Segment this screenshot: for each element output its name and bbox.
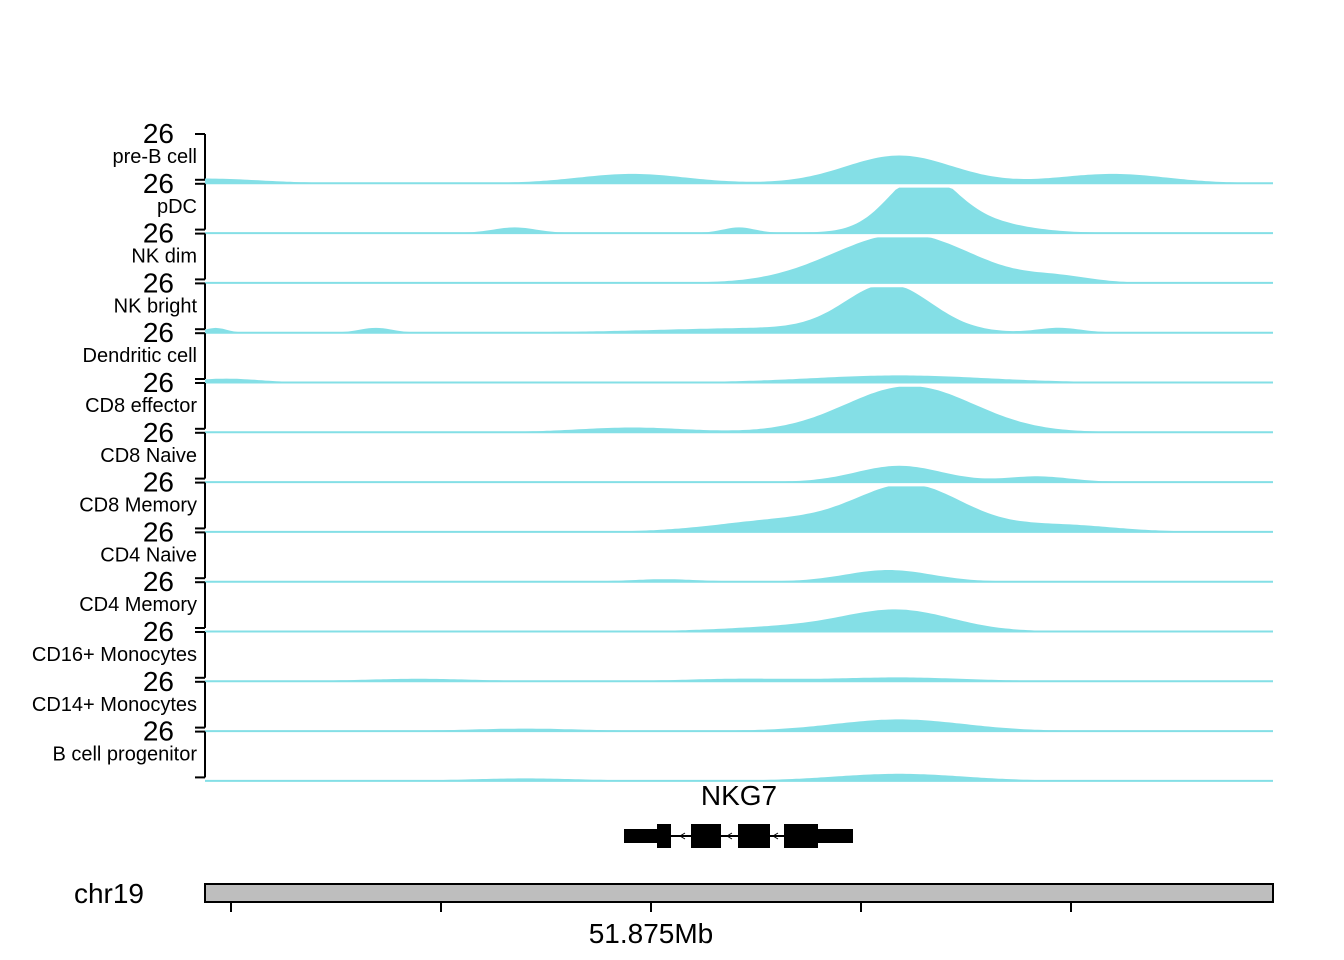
track-name-label: NK bright (114, 295, 198, 317)
gene-annotation: NKG7 (624, 780, 853, 848)
track-max-label: 26 (143, 367, 174, 398)
track-max-label: 26 (143, 666, 174, 697)
coverage-area (205, 465, 1273, 483)
chromosome-bar (204, 883, 1274, 903)
gene-exon (784, 824, 818, 848)
track-name-label: pre-B cell (113, 146, 197, 168)
gene-model (624, 824, 853, 848)
track-name-label: CD8 effector (85, 395, 197, 417)
coverage-area (205, 237, 1273, 284)
track-name-label: CD4 Naive (100, 544, 197, 566)
gene-label: NKG7 (701, 780, 777, 811)
track-name-label: CD4 Memory (79, 594, 197, 616)
track-max-label: 26 (143, 417, 174, 448)
chromosome-label: chr19 (74, 878, 144, 909)
coverage-area (205, 773, 1273, 782)
track-name-label: CD8 Naive (100, 445, 197, 467)
track-name-label: B cell progenitor (52, 744, 197, 766)
track-max-label: 26 (143, 218, 174, 249)
track-b-cell-progenitor: 26B cell progenitor (52, 716, 1273, 782)
coverage-area (205, 719, 1273, 732)
x-axis-ticks (230, 902, 1072, 912)
coverage-area (205, 187, 1273, 234)
coverage-area (205, 375, 1273, 383)
strand-arrow (772, 832, 779, 840)
track-max-label: 26 (143, 467, 174, 498)
chromosome-ideogram: chr19 51.875Mb (74, 878, 1274, 949)
coverage-area (205, 486, 1273, 533)
track-name-label: CD14+ Monocytes (32, 694, 197, 716)
track-name-label: NK dim (131, 246, 197, 268)
track-name-label: CD8 Memory (79, 495, 197, 517)
gene-exon (691, 824, 721, 848)
track-name-label: CD16+ Monocytes (32, 644, 197, 666)
coverage-area (205, 155, 1273, 184)
strand-arrow (679, 832, 686, 840)
coverage-area (205, 287, 1273, 334)
track-name-label: Dendritic cell (83, 345, 197, 367)
gene-exon (738, 824, 770, 848)
gene-utr (818, 829, 853, 843)
gene-utr (624, 829, 658, 843)
track-max-label: 26 (143, 566, 174, 597)
track-name-label: pDC (157, 196, 197, 218)
x-tick-label: 51.875Mb (589, 918, 714, 949)
track-max-label: 26 (143, 118, 174, 149)
track-max-label: 26 (143, 168, 174, 199)
gene-exon (657, 824, 671, 848)
strand-arrow (726, 832, 733, 840)
track-max-label: 26 (143, 317, 174, 348)
track-max-label: 26 (143, 716, 174, 747)
track-max-label: 26 (143, 516, 174, 547)
coverage-area (205, 570, 1273, 583)
coverage-area (205, 386, 1273, 433)
track-max-label: 26 (143, 267, 174, 298)
track-max-label: 26 (143, 616, 174, 647)
coverage-area (205, 609, 1273, 632)
